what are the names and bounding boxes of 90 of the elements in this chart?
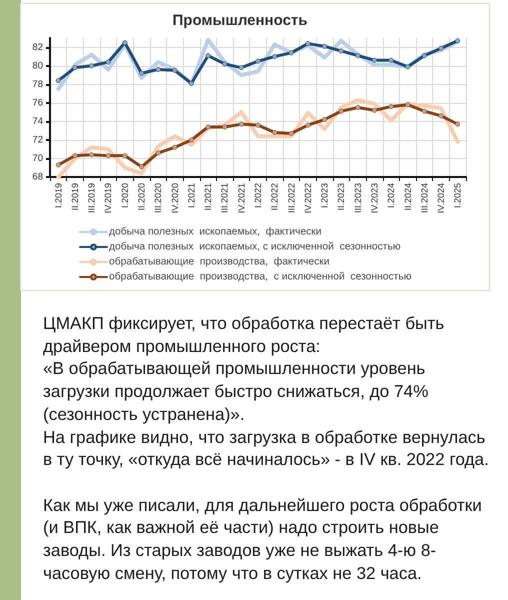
point bbox=[305, 41, 310, 46]
y-tick-label: 70 bbox=[32, 152, 43, 164]
y-tick-label: 82 bbox=[32, 42, 43, 53]
x-tick-label: III.2023 bbox=[352, 183, 363, 214]
point bbox=[272, 54, 278, 60]
point bbox=[322, 117, 328, 122]
x-tick-label: I.2021 bbox=[186, 183, 196, 208]
point bbox=[422, 53, 427, 58]
point bbox=[338, 48, 344, 54]
legend-label: обрабатывающие производства, с исключенной сезонностью bbox=[109, 272, 412, 282]
point bbox=[156, 150, 161, 156]
x-tick-label: I.2022 bbox=[253, 183, 263, 208]
point bbox=[222, 124, 228, 130]
point bbox=[388, 104, 394, 110]
point bbox=[156, 67, 161, 72]
point bbox=[72, 153, 78, 158]
point bbox=[305, 122, 310, 128]
point bbox=[238, 122, 244, 127]
x-tick-label: IV.2020 bbox=[170, 183, 180, 214]
x-tick-label: III.2021 bbox=[220, 183, 230, 214]
point bbox=[122, 40, 128, 46]
point bbox=[106, 60, 111, 65]
point bbox=[89, 63, 94, 68]
x-tick-label: IV.2024 bbox=[436, 183, 446, 214]
point bbox=[188, 80, 194, 86]
x-tick-label: III.2024 bbox=[419, 183, 430, 214]
y-tick-label: 78 bbox=[32, 78, 43, 90]
x-tick-label: III.2020 bbox=[153, 183, 164, 214]
text: Как мы уже писали, для дальнейшего роста обработки (и ВПК, как важной её части) надо строить новые заводы. Из старых заводов уже не выжать 4-ю 8-часовую смену, потому что в сутках не 32 часа. bbox=[43, 494, 483, 584]
point bbox=[322, 44, 328, 49]
point bbox=[106, 153, 111, 158]
point bbox=[139, 70, 144, 76]
point bbox=[272, 130, 278, 136]
point bbox=[172, 144, 178, 150]
point bbox=[139, 164, 144, 170]
point bbox=[188, 137, 194, 142]
point bbox=[338, 108, 344, 114]
x-tick-label: II.2019 bbox=[70, 183, 80, 211]
point bbox=[222, 61, 228, 66]
point bbox=[438, 113, 444, 118]
x-tick-label: IV.2019 bbox=[103, 183, 114, 214]
point bbox=[56, 78, 61, 84]
x-tick-label: I.2025 bbox=[452, 183, 463, 208]
x-tick-label: II.2023 bbox=[336, 183, 346, 211]
point bbox=[288, 50, 294, 56]
legend-label: добыча полезных ископаемых, фактически bbox=[109, 226, 322, 238]
point bbox=[206, 124, 211, 130]
point bbox=[455, 38, 460, 44]
x-tick-label: II.2022 bbox=[270, 183, 280, 211]
x-tick-label: I.2019 bbox=[53, 183, 64, 208]
x-tick-label: III.2019 bbox=[86, 183, 97, 214]
x-tick-label: III.2022 bbox=[286, 183, 296, 214]
point bbox=[405, 64, 410, 70]
point bbox=[238, 65, 244, 70]
point bbox=[388, 58, 394, 63]
x-tick-label: II.2024 bbox=[402, 183, 413, 211]
point bbox=[422, 108, 427, 114]
point bbox=[405, 102, 410, 108]
legend-label: добыча полезных ископаемых, с исключенной сезонностью bbox=[109, 242, 401, 252]
y-tick-label: 68 bbox=[32, 172, 43, 182]
point bbox=[206, 53, 211, 58]
point bbox=[288, 130, 294, 136]
point bbox=[256, 122, 260, 128]
x-tick-label: I.2023 bbox=[320, 183, 330, 208]
chart-title: Промышленность bbox=[172, 12, 308, 29]
point bbox=[172, 68, 178, 73]
point bbox=[372, 58, 377, 63]
x-tick-label: IV.2023 bbox=[369, 183, 380, 214]
point bbox=[438, 46, 444, 51]
x-tick-label: II.2020 bbox=[136, 183, 147, 211]
point bbox=[56, 162, 61, 168]
point bbox=[122, 153, 128, 158]
x-tick-label: II.2021 bbox=[203, 183, 214, 211]
point bbox=[355, 105, 360, 110]
point bbox=[89, 152, 94, 158]
y-tick-label: 76 bbox=[32, 97, 43, 108]
point bbox=[372, 108, 377, 113]
point bbox=[72, 65, 78, 70]
point bbox=[256, 58, 260, 64]
y-tick-label: 72 bbox=[32, 134, 43, 146]
y-tick-label: 80 bbox=[32, 60, 43, 72]
x-tick-label: I.2020 bbox=[120, 183, 130, 208]
point bbox=[355, 53, 360, 58]
x-tick-label: I.2024 bbox=[386, 183, 396, 208]
text: ЦМАКП фиксирует, что обработка перестаёт быть драйвером промышленного роста: «В обрабатывающей промышленности уровень загрузки продолжает быстро снижаться, до 74% (сезонность устранена)». На графике видно, что загрузка в обработке вернулась в ту точку, «откуда всё начиналось» - в IV кв. 2022 года. bbox=[43, 312, 490, 471]
legend-label: обрабатывающие производства, фактически bbox=[109, 256, 330, 268]
x-tick-label: IV.2021 bbox=[236, 183, 246, 214]
y-tick-label: 74 bbox=[32, 116, 43, 127]
point bbox=[455, 122, 460, 127]
x-tick-label: IV.2022 bbox=[302, 183, 313, 214]
